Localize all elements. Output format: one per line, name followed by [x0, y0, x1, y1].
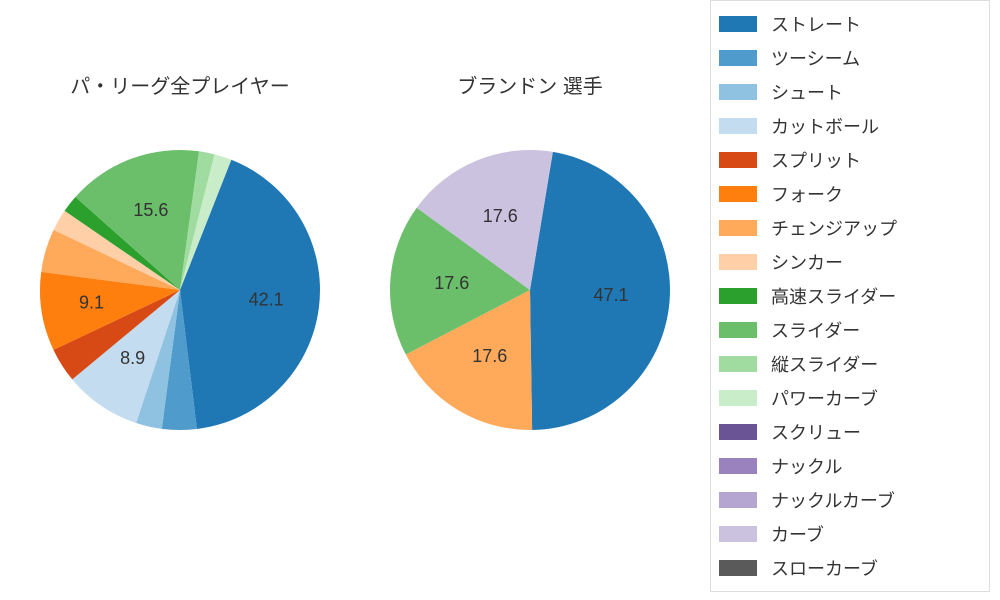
slice-label: 15.6	[133, 200, 168, 220]
legend-item: 高速スライダー	[715, 279, 985, 313]
legend-item: スクリュー	[715, 415, 985, 449]
legend-label: パワーカーブ	[771, 385, 878, 411]
legend-item: チェンジアップ	[715, 211, 985, 245]
legend-label: 高速スライダー	[771, 283, 896, 309]
legend-item: ツーシーム	[715, 41, 985, 75]
legend-swatch	[719, 50, 757, 66]
legend-swatch	[719, 118, 757, 134]
legend-swatch	[719, 424, 757, 440]
legend-swatch	[719, 458, 757, 474]
legend-item: シンカー	[715, 245, 985, 279]
chart1-title: パ・リーグ全プレイヤー	[50, 70, 310, 99]
legend-swatch	[719, 186, 757, 202]
legend-item: ストレート	[715, 7, 985, 41]
legend-swatch	[719, 492, 757, 508]
legend-item: スライダー	[715, 313, 985, 347]
slice-label: 17.6	[434, 273, 469, 293]
legend-item: 縦スライダー	[715, 347, 985, 381]
legend-item: シュート	[715, 75, 985, 109]
legend-label: ナックルカーブ	[771, 487, 895, 513]
slice-label: 17.6	[472, 346, 507, 366]
legend-swatch	[719, 526, 757, 542]
legend-item: ナックルカーブ	[715, 483, 985, 517]
legend-swatch	[719, 152, 757, 168]
legend-item: スローカーブ	[715, 551, 985, 585]
legend-label: ナックル	[771, 453, 842, 479]
legend-label: 縦スライダー	[771, 351, 878, 377]
slice-label: 42.1	[249, 290, 284, 310]
legend-swatch	[719, 16, 757, 32]
slice-label: 8.9	[120, 348, 145, 368]
legend-label: ツーシーム	[771, 45, 860, 71]
legend-swatch	[719, 322, 757, 338]
legend-item: ナックル	[715, 449, 985, 483]
legend-swatch	[719, 288, 757, 304]
legend-swatch	[719, 220, 757, 236]
legend-label: スプリット	[771, 147, 861, 173]
legend-label: シンカー	[771, 249, 843, 275]
legend-swatch	[719, 560, 757, 576]
legend-swatch	[719, 390, 757, 406]
legend: ストレートツーシームシュートカットボールスプリットフォークチェンジアップシンカー…	[710, 0, 990, 592]
legend-label: カットボール	[771, 113, 879, 139]
legend-item: カットボール	[715, 109, 985, 143]
legend-label: ストレート	[771, 11, 861, 37]
slice-label: 47.1	[593, 285, 628, 305]
legend-label: シュート	[771, 79, 843, 105]
legend-swatch	[719, 254, 757, 270]
slice-label: 17.6	[483, 206, 518, 226]
legend-label: カーブ	[771, 521, 824, 547]
legend-label: チェンジアップ	[771, 215, 897, 241]
legend-swatch	[719, 356, 757, 372]
legend-label: フォーク	[771, 181, 843, 207]
legend-item: スプリット	[715, 143, 985, 177]
legend-item: カーブ	[715, 517, 985, 551]
legend-swatch	[719, 84, 757, 100]
slice-label: 9.1	[79, 293, 104, 313]
legend-label: スローカーブ	[771, 555, 878, 581]
legend-item: フォーク	[715, 177, 985, 211]
legend-item: パワーカーブ	[715, 381, 985, 415]
legend-label: スクリュー	[771, 419, 861, 445]
legend-label: スライダー	[771, 317, 860, 343]
chart2-title: ブランドン 選手	[400, 70, 660, 99]
